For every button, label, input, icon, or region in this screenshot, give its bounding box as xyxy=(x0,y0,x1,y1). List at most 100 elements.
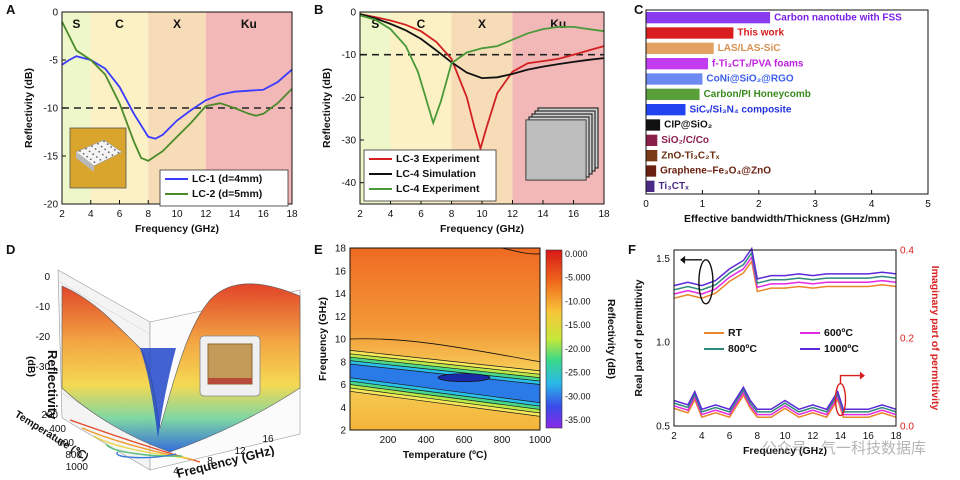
photo-hole xyxy=(107,151,110,154)
x-tick-label: 0 xyxy=(643,199,649,210)
y-tick-label: 2 xyxy=(340,426,346,437)
x-tick-label: 5 xyxy=(925,199,931,210)
x-tick-label: 14 xyxy=(229,209,241,220)
bar-5 xyxy=(646,73,703,85)
imag-line-3 xyxy=(673,388,897,413)
panel-d-letter: D xyxy=(6,242,16,257)
y-tick-label: 0 xyxy=(52,8,58,19)
y-tick-label: -15 xyxy=(44,152,59,163)
bar-label-9: SiO₂/C/Co xyxy=(661,135,709,146)
photo-hole xyxy=(100,145,103,148)
watermark: 公众号 · 气一科技数据库 xyxy=(761,439,926,457)
legend-label-3: 800ºC xyxy=(728,343,757,355)
imag-arrow xyxy=(839,374,860,384)
x-tick-label: 2 xyxy=(59,209,65,220)
x-tick-label: 4 xyxy=(699,431,705,442)
y-tick-label: 8 xyxy=(340,357,346,368)
panel-c: Carbon nanotube with FSS This work LAS/LAS… xyxy=(624,0,960,238)
x-tick-label: 10 xyxy=(779,431,791,442)
chart-f: 2 4 6 8 10 12 14 16 18 0.5 1.0 1.5 0.0 0.2 0.4 Frequenc… xyxy=(633,246,941,458)
panel-f-letter: F xyxy=(628,242,636,257)
imag-line-2 xyxy=(673,391,897,416)
photo-hole xyxy=(111,154,114,156)
real-highlight-ellipse xyxy=(698,259,714,305)
bar-7 xyxy=(646,104,686,116)
bar-label-10: ZnO-Ti₃C₂Tₓ xyxy=(661,150,719,161)
colorbar-tick-label: -15.00 xyxy=(565,320,591,330)
y-tick-label: -5 xyxy=(49,56,58,67)
z-tick-label: 0 xyxy=(44,272,50,283)
x-tick-label: 2 xyxy=(357,209,363,220)
series-line-2 xyxy=(61,21,293,162)
x-tick-label: 16 xyxy=(258,209,270,220)
photo-hole xyxy=(113,148,116,151)
x-tick-label: 18 xyxy=(598,209,610,220)
z-tick-label: -10 xyxy=(36,302,51,313)
photo-hole xyxy=(82,152,85,155)
z-axis-unit: (dB) xyxy=(25,356,37,377)
panel-a-letter: A xyxy=(6,2,16,17)
bar-label-5: CoNi@SiO₂@RGO xyxy=(706,74,794,85)
x-tick-label: 200 xyxy=(380,435,397,446)
bar-12 xyxy=(646,180,655,192)
photo-hole xyxy=(103,140,105,143)
x-tick-label: 12 xyxy=(200,209,212,220)
colorbar-tick-label: -25.00 xyxy=(565,368,591,378)
real-line-2 xyxy=(673,255,897,295)
band-label-c: C xyxy=(115,17,124,31)
photo-base xyxy=(208,378,252,384)
chart-b: S C X Ku 2 4 6 8 10 12 14 16 18 0 -10 -20 -30 -40 Frequenc… xyxy=(321,8,610,236)
x-axis-label: Frequency (GHz) xyxy=(135,223,219,235)
photo-hole xyxy=(101,153,104,156)
bar-10 xyxy=(646,150,658,162)
bar-label-4: f-Ti₃CTₓ/PVA foams xyxy=(712,58,804,69)
x-tick-label: 800 xyxy=(494,435,511,446)
photo-sample xyxy=(207,343,253,385)
bar-11 xyxy=(646,165,657,177)
x-axis-label: Frequency (GHz) xyxy=(440,223,524,235)
bar-1 xyxy=(646,12,771,24)
y-tick-label: 1000 xyxy=(66,462,89,473)
y-left-axis-label: Real part of permittivity xyxy=(633,279,645,396)
panel-b: S C X Ku 2 4 6 8 10 12 14 16 18 0 -10 -20 -30 -40 Frequenc… xyxy=(312,0,622,238)
panel-c-letter: C xyxy=(634,2,644,17)
photo-inset xyxy=(69,127,127,189)
photo-hole xyxy=(86,155,89,158)
photo-hole xyxy=(105,156,108,159)
legend-label-2: LC-4 Simulation xyxy=(396,168,476,180)
photo-panel-side xyxy=(76,152,94,172)
x-tick-label: 1000 xyxy=(529,435,552,446)
x-tick-label: 6 xyxy=(727,431,733,442)
x-tick-label: 4 xyxy=(173,466,179,477)
y-tick-label: 400 xyxy=(49,424,66,435)
x-tick-label: 400 xyxy=(418,435,435,446)
floor-contour xyxy=(105,443,183,457)
colorbar-tick-label: -30.00 xyxy=(565,391,591,401)
y-tick-label: 12 xyxy=(335,312,347,323)
y-tick-label: -10 xyxy=(342,50,357,61)
legend-label-2: 600ºC xyxy=(824,327,853,339)
y-tick-label: -40 xyxy=(342,178,357,189)
band-label-x: X xyxy=(478,17,486,31)
bar-8 xyxy=(646,119,661,131)
imag-arrow-head xyxy=(859,371,865,380)
legend-label-4: 1000ºC xyxy=(824,343,859,355)
z-axis-label: Reflectivity xyxy=(45,350,60,420)
photo-hole xyxy=(89,158,92,161)
bar-label-3: LAS/LAS-SiC xyxy=(718,43,781,54)
x-tick-label: 6 xyxy=(418,209,424,220)
absorption-valley xyxy=(140,348,176,438)
panel-e: 200 400 600 800 1000 2 4 6 8 10 12 14 16 18 Temperatur… xyxy=(312,238,624,480)
contour-line-outer xyxy=(349,338,541,363)
photo-hole xyxy=(95,156,98,158)
colorbar xyxy=(545,249,563,429)
legend-label-1: LC-1 (d=4mm) xyxy=(192,173,262,185)
x-tick-label: 10 xyxy=(476,209,488,220)
photo-hole xyxy=(106,143,109,146)
x-tick-label: 18 xyxy=(286,209,298,220)
x-tick-label: 8 xyxy=(449,209,455,220)
photo-hole xyxy=(104,148,107,151)
grid-line xyxy=(59,281,151,335)
imag-line-4 xyxy=(673,385,897,411)
x-tick-label: 4 xyxy=(869,199,875,210)
